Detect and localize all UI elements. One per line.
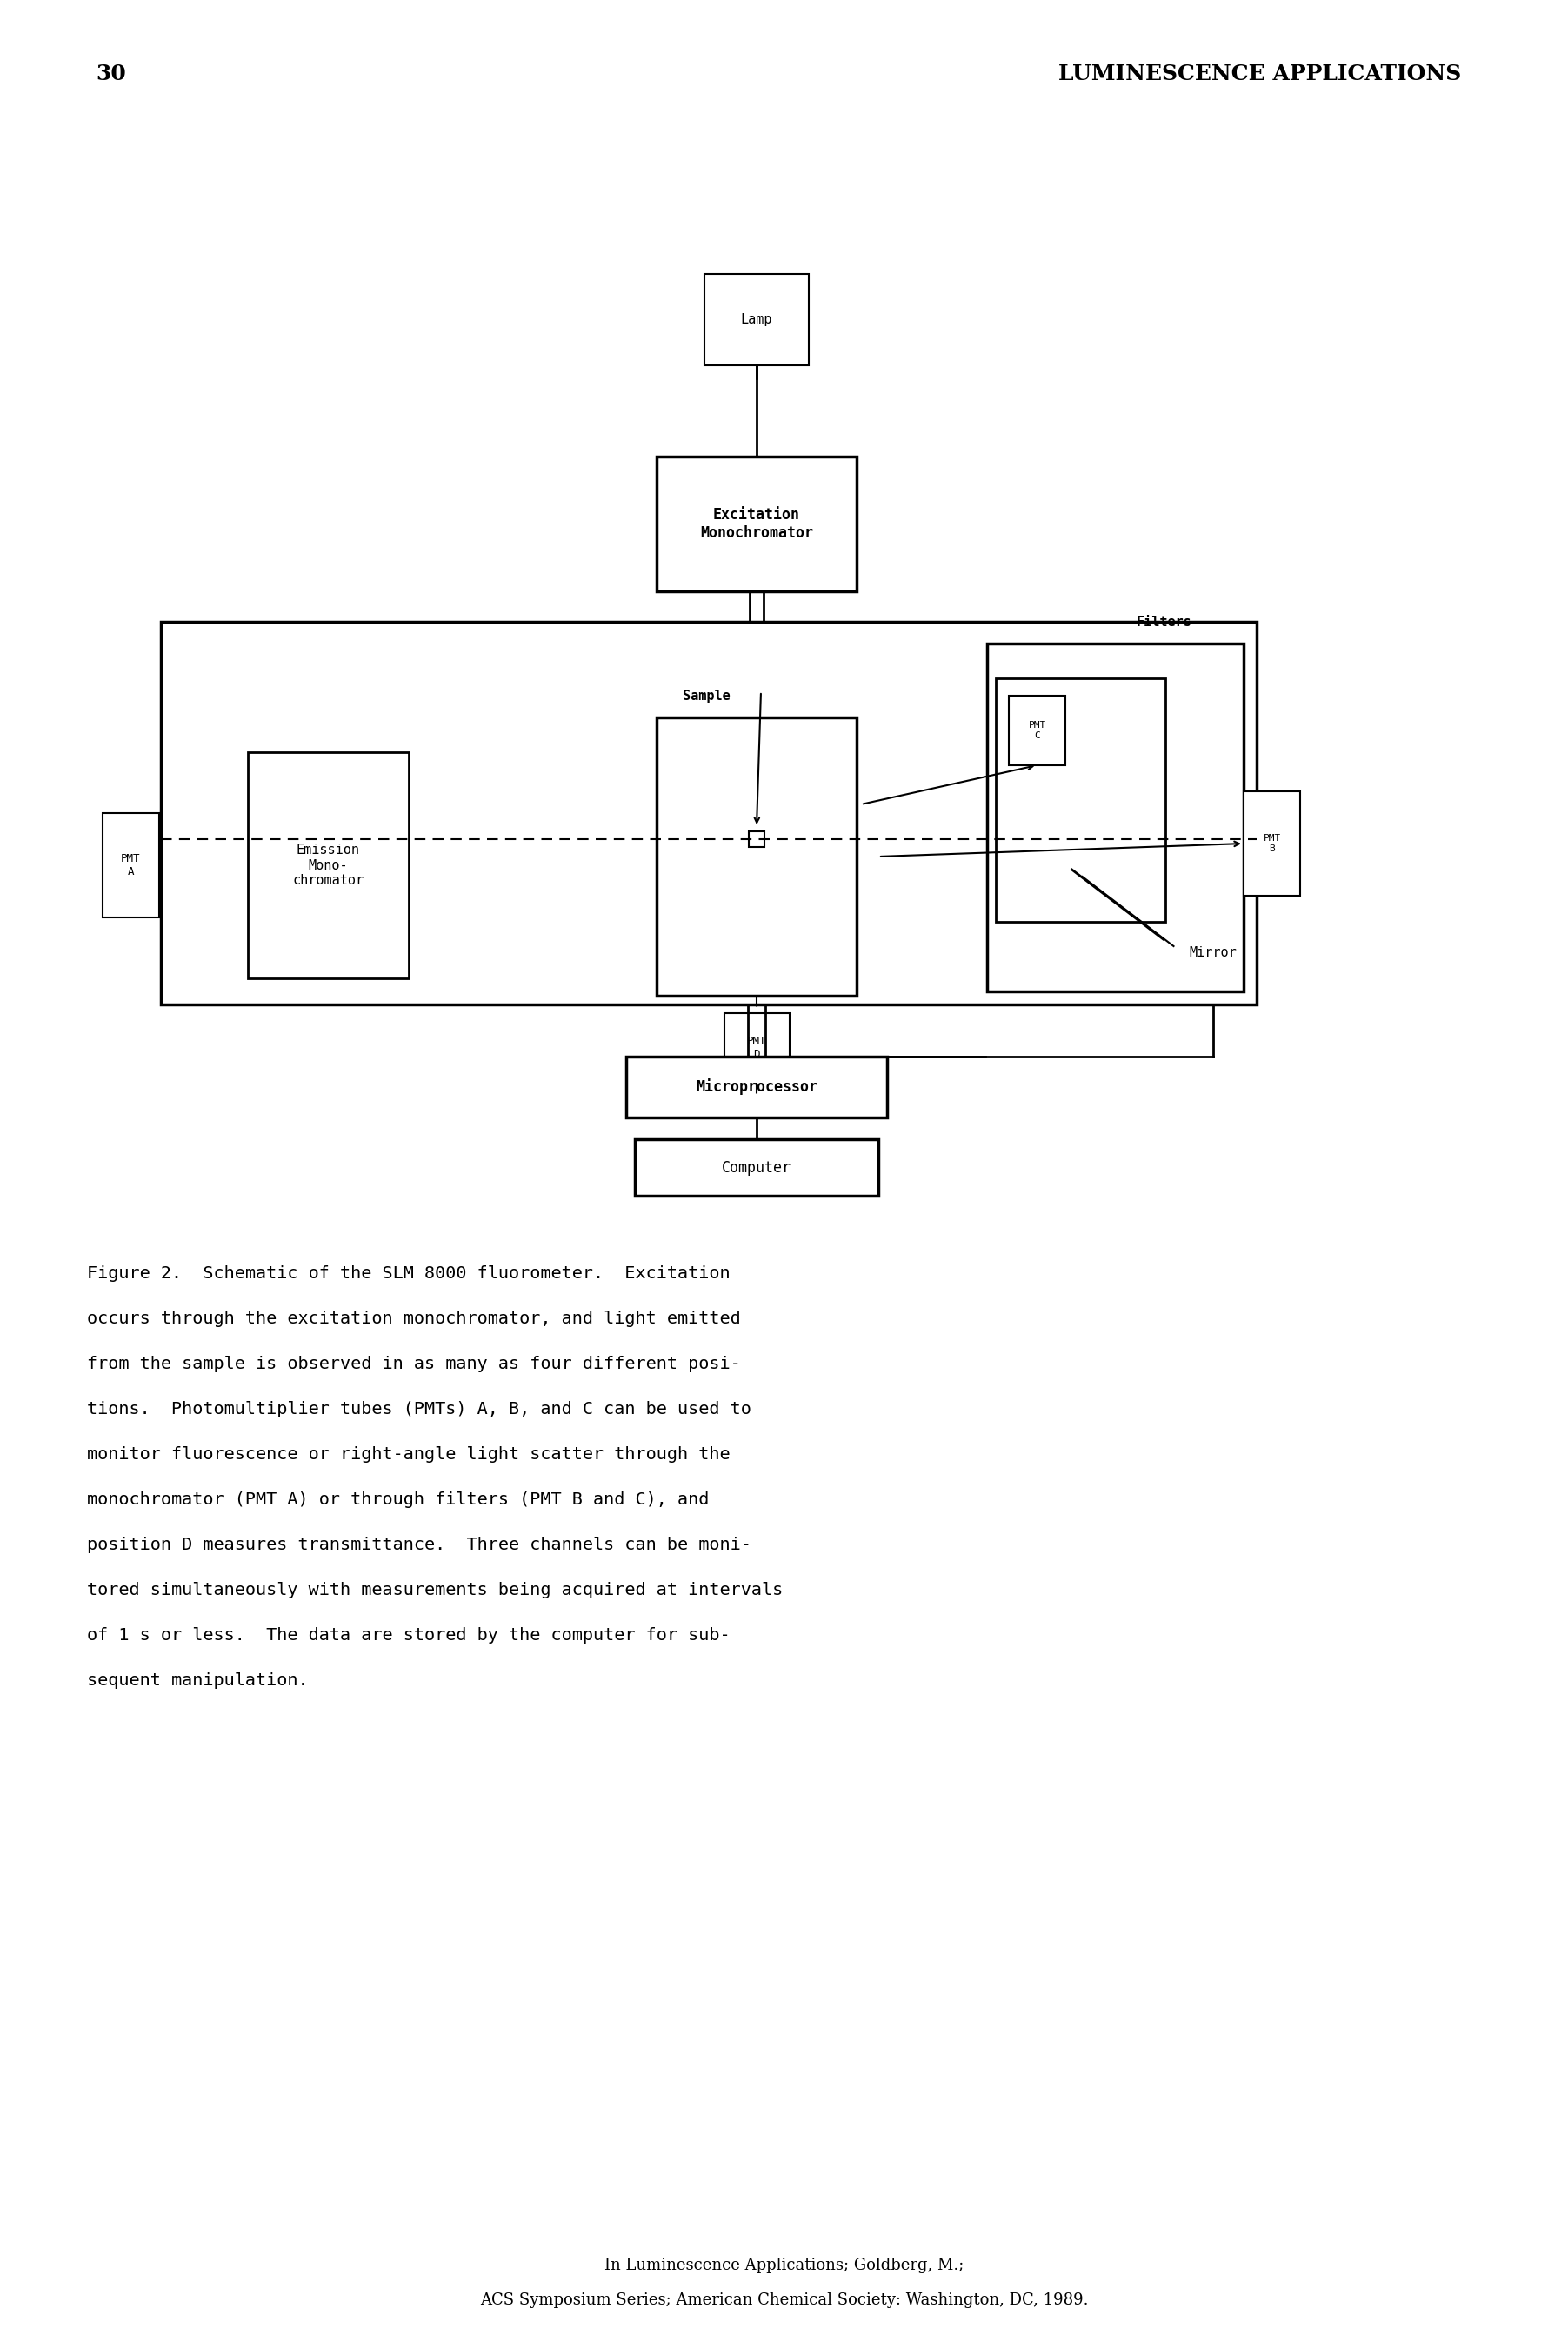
- Bar: [988, 643, 1243, 991]
- Text: position D measures transmittance.  Three channels can be moni-: position D measures transmittance. Three…: [86, 1536, 751, 1552]
- Text: Mirror: Mirror: [1189, 946, 1237, 958]
- Text: Figure 2.  Schematic of the SLM 8000 fluorometer.  Excitation: Figure 2. Schematic of the SLM 8000 fluo…: [86, 1266, 731, 1282]
- Bar: [1008, 695, 1065, 765]
- Bar: [996, 679, 1165, 923]
- Text: Lamp: Lamp: [740, 312, 773, 326]
- Text: from the sample is observed in as many as four different posi-: from the sample is observed in as many a…: [86, 1355, 740, 1371]
- Text: Computer: Computer: [721, 1160, 792, 1176]
- Bar: [704, 275, 809, 366]
- Bar: [657, 718, 856, 996]
- Text: Sample: Sample: [682, 690, 731, 702]
- Text: Emission
Mono-
chromator: Emission Mono- chromator: [293, 843, 364, 888]
- Bar: [162, 622, 1256, 1005]
- Text: tions.  Photomultiplier tubes (PMTs) A, B, and C can be used to: tions. Photomultiplier tubes (PMTs) A, B…: [86, 1402, 751, 1418]
- Text: Microprocessor: Microprocessor: [696, 1078, 817, 1094]
- Text: PMT
A: PMT A: [121, 852, 141, 878]
- Text: PMT
C: PMT C: [1029, 721, 1046, 740]
- Text: Filters: Filters: [1135, 615, 1192, 629]
- Text: In Luminescence Applications; Goldberg, M.;: In Luminescence Applications; Goldberg, …: [604, 2256, 964, 2273]
- Bar: [635, 1139, 878, 1195]
- Text: sequent manipulation.: sequent manipulation.: [86, 1672, 309, 1688]
- Bar: [626, 1057, 887, 1118]
- Text: of 1 s or less.  The data are stored by the computer for sub-: of 1 s or less. The data are stored by t…: [86, 1627, 731, 1644]
- Text: 30: 30: [96, 63, 125, 85]
- Text: Excitation
Monochromator: Excitation Monochromator: [699, 507, 814, 540]
- Bar: [248, 751, 409, 979]
- Bar: [750, 831, 765, 848]
- Bar: [724, 1012, 789, 1082]
- Text: monitor fluorescence or right-angle light scatter through the: monitor fluorescence or right-angle ligh…: [86, 1446, 731, 1463]
- Text: occurs through the excitation monochromator, and light emitted: occurs through the excitation monochroma…: [86, 1310, 740, 1327]
- Text: LUMINESCENCE APPLICATIONS: LUMINESCENCE APPLICATIONS: [1058, 63, 1461, 85]
- Text: monochromator (PMT A) or through filters (PMT B and C), and: monochromator (PMT A) or through filters…: [86, 1491, 709, 1507]
- Bar: [102, 812, 158, 918]
- Text: PMT
D: PMT D: [746, 1035, 767, 1059]
- Text: tored simultaneously with measurements being acquired at intervals: tored simultaneously with measurements b…: [86, 1583, 782, 1599]
- Bar: [1243, 791, 1300, 895]
- Bar: [657, 456, 856, 592]
- Text: ACS Symposium Series; American Chemical Society: Washington, DC, 1989.: ACS Symposium Series; American Chemical …: [480, 2292, 1088, 2308]
- Text: PMT
B: PMT B: [1264, 834, 1281, 852]
